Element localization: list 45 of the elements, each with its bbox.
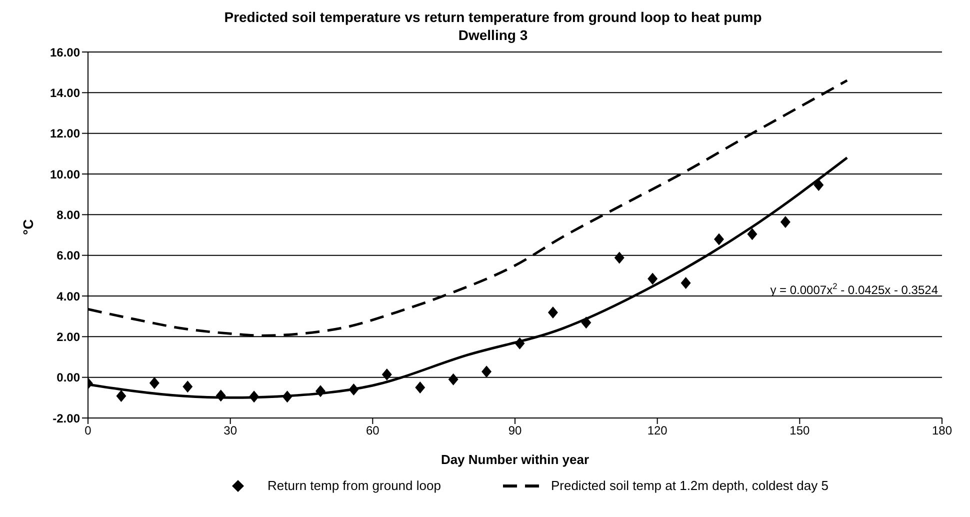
x-tick-label: 120 bbox=[647, 424, 668, 438]
x-tick-label: 0 bbox=[84, 424, 92, 438]
point bbox=[780, 216, 790, 228]
x-axis-title: Day Number within year bbox=[440, 452, 590, 467]
point bbox=[680, 276, 691, 289]
point bbox=[648, 272, 658, 285]
x-tick-label: 150 bbox=[790, 424, 810, 438]
point bbox=[348, 384, 359, 396]
x-tick-label: 60 bbox=[366, 424, 380, 438]
y-tick-label: 16.00 bbox=[50, 45, 80, 60]
point bbox=[415, 382, 426, 394]
y-tick-label: 14.00 bbox=[50, 86, 80, 100]
point bbox=[116, 390, 126, 402]
point bbox=[315, 385, 326, 398]
y-tick-label: 8.00 bbox=[56, 208, 80, 222]
point bbox=[382, 368, 392, 380]
x-tick-label: 180 bbox=[932, 424, 952, 438]
point bbox=[581, 316, 592, 329]
y-axis-title: °C bbox=[20, 219, 36, 235]
legend-label: Return temp from ground loop bbox=[268, 478, 441, 493]
point bbox=[149, 377, 160, 390]
point bbox=[548, 306, 558, 318]
y-tick-label: 12.00 bbox=[50, 126, 80, 141]
point bbox=[614, 252, 624, 264]
point bbox=[514, 337, 525, 350]
point bbox=[814, 178, 824, 191]
y-tick-label: -2.00 bbox=[52, 411, 80, 426]
point bbox=[448, 373, 458, 386]
y-tick-label: 4.00 bbox=[56, 289, 80, 304]
x-tick-label: 90 bbox=[508, 424, 522, 438]
chart-subtitle: Dwelling 3 bbox=[457, 26, 529, 44]
y-tick-label: 0.00 bbox=[56, 370, 80, 385]
y-tick-label: 6.00 bbox=[56, 248, 80, 263]
chart-title: Predicted soil temperature vs return temperature from ground loop to heat pump bbox=[223, 8, 763, 26]
point bbox=[282, 390, 292, 403]
x-tick-label: 30 bbox=[224, 424, 238, 438]
y-tick-label: 10.00 bbox=[50, 167, 80, 182]
point bbox=[714, 233, 724, 246]
y-tick-label: 2.00 bbox=[56, 330, 80, 344]
point bbox=[249, 390, 260, 403]
point bbox=[216, 390, 226, 402]
point bbox=[747, 228, 758, 240]
point bbox=[482, 366, 492, 378]
point bbox=[182, 380, 193, 393]
legend-label: Predicted soil temp at 1.2m depth, coldest day 5 bbox=[550, 478, 828, 493]
